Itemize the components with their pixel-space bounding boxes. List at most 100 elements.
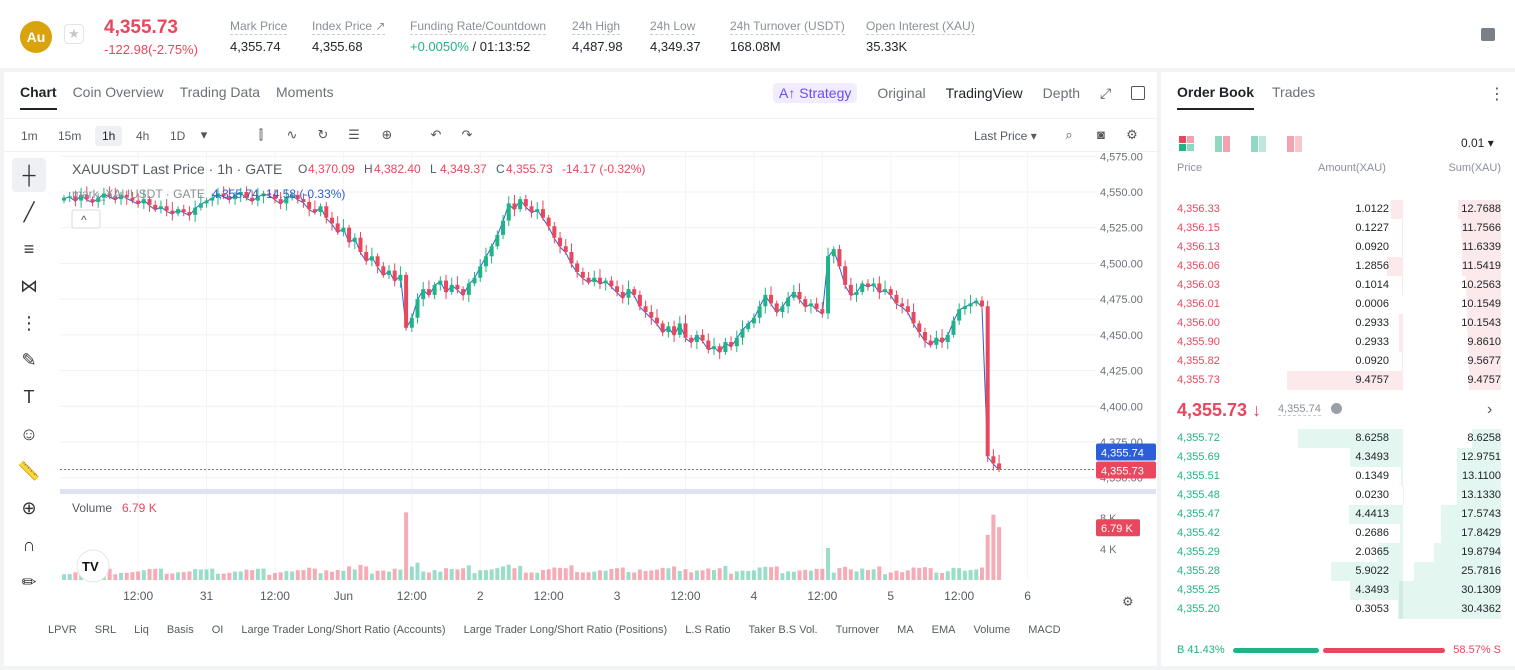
chevron-right-icon[interactable]: › <box>1487 401 1493 418</box>
bid-row[interactable]: 4,355.72 8.6258 8.6258 <box>1161 429 1515 448</box>
ask-row[interactable]: 4,356.03 0.1014 10.2563 <box>1161 276 1515 295</box>
more-icon[interactable]: ⋮ <box>1489 86 1505 103</box>
bids-only-icon[interactable] <box>1251 136 1267 152</box>
expand-icon[interactable]: ⤢ <box>1100 84 1112 101</box>
indicator-3[interactable]: Basis <box>166 624 194 636</box>
tab-trading-data[interactable]: Trading Data <box>179 84 261 100</box>
both-sides-icon[interactable] <box>1179 136 1195 152</box>
tf-1d[interactable]: 1D <box>170 129 186 143</box>
zoom-in-icon[interactable]: ⊕ <box>21 497 37 518</box>
ask-row[interactable]: 4,356.13 0.0920 11.6339 <box>1161 238 1515 257</box>
candle <box>694 334 699 342</box>
tab-trades[interactable]: Trades <box>1272 84 1316 100</box>
tab-coin-overview[interactable]: Coin Overview <box>72 84 164 100</box>
ask-row[interactable]: 4,355.90 0.2933 9.8610 <box>1161 333 1515 352</box>
stat-funding-rate[interactable]: Funding Rate/Countdown +0.0050% / 01:13:… <box>410 19 547 54</box>
indicator-11[interactable]: EMA <box>931 624 956 636</box>
indicator-10[interactable]: MA <box>897 624 914 636</box>
bid-row[interactable]: 4,355.48 0.0230 13.1330 <box>1161 486 1515 505</box>
collapse-legend-button[interactable] <box>71 209 101 229</box>
price-type-select[interactable]: Last Price ▾ <box>974 129 1037 143</box>
search-icon[interactable]: ⌕ <box>1065 127 1073 142</box>
indicator-4[interactable]: OI <box>211 624 224 636</box>
undo-icon[interactable]: ↶ <box>430 127 442 142</box>
ask-row[interactable]: 4,356.00 0.2933 10.1543 <box>1161 314 1515 333</box>
candle-type-icon[interactable]: ⫿ <box>258 127 264 142</box>
crosshair-icon[interactable]: ┼ <box>12 158 46 192</box>
bid-row[interactable]: 4,355.69 4.3493 12.9751 <box>1161 448 1515 467</box>
mixed-icon[interactable] <box>1215 136 1231 152</box>
view-depth[interactable]: Depth <box>1042 85 1081 101</box>
horizontal-lines-icon[interactable]: ≡ <box>23 238 35 259</box>
refresh-icon[interactable]: ↻ <box>317 127 329 142</box>
tf-4h[interactable]: 4h <box>136 129 150 143</box>
template-icon[interactable]: ☰ <box>348 127 360 142</box>
favorite-star-icon[interactable]: ★ <box>64 24 84 44</box>
precision-select[interactable]: 0.01 ▾ <box>1461 136 1494 150</box>
strategy-button[interactable]: A↑ Strategy <box>773 83 858 103</box>
bid-row[interactable]: 4,355.20 0.3053 30.4362 <box>1161 600 1515 619</box>
indicator-2[interactable]: Liq <box>134 624 149 636</box>
tf-1m[interactable]: 1m <box>21 129 38 143</box>
volume-bar <box>632 572 637 580</box>
tab-order-book[interactable]: Order Book <box>1177 84 1255 110</box>
indicator-5[interactable]: Large Trader Long/Short Ratio (Accounts) <box>241 624 446 636</box>
stat-open-interest[interactable]: Open Interest (XAU) 35.33K <box>866 19 975 54</box>
ruler-icon[interactable]: 📏 <box>17 460 41 481</box>
book-icon[interactable] <box>1481 28 1495 41</box>
stat-index-price[interactable]: Index Price ↗ 4,355.68 <box>312 19 386 54</box>
price-chart[interactable]: 4,575.00 4,550.00 4,525.00 4,500.00 4,475.00… <box>60 152 1156 620</box>
emoji-icon[interactable]: ☺ <box>19 423 39 444</box>
text-icon[interactable]: T <box>23 386 35 407</box>
ask-row[interactable]: 4,355.82 0.0920 9.5677 <box>1161 352 1515 371</box>
volume-bar <box>780 573 785 580</box>
bid-row[interactable]: 4,355.51 0.1349 13.1100 <box>1161 467 1515 486</box>
bid-row[interactable]: 4,355.29 2.0365 19.8794 <box>1161 543 1515 562</box>
chevron-up-icon[interactable]: ^ <box>81 213 87 227</box>
candle <box>803 299 808 307</box>
candle <box>871 283 876 287</box>
indicator-icon[interactable]: ∿ <box>286 127 298 142</box>
tf-1h[interactable]: 1h <box>95 126 123 146</box>
view-original[interactable]: Original <box>877 85 926 101</box>
pencil-icon[interactable]: ✏ <box>21 571 37 592</box>
ask-row[interactable]: 4,356.06 1.2856 11.5419 <box>1161 257 1515 276</box>
bid-row[interactable]: 4,355.25 4.3493 30.1309 <box>1161 581 1515 600</box>
settings-icon[interactable]: ⚙ <box>1122 594 1134 609</box>
camera-icon[interactable]: ◙ <box>1097 127 1105 142</box>
bid-row[interactable]: 4,355.47 4.4413 17.5743 <box>1161 505 1515 524</box>
view-tradingview[interactable]: TradingView <box>945 85 1023 101</box>
gear-icon[interactable]: ⚙ <box>1126 127 1138 142</box>
tab-chart[interactable]: Chart <box>20 84 57 110</box>
indicator-12[interactable]: Volume <box>973 624 1011 636</box>
bid-row[interactable]: 4,355.42 0.2686 17.8429 <box>1161 524 1515 543</box>
tf-15m[interactable]: 15m <box>58 129 82 143</box>
tab-moments[interactable]: Moments <box>276 84 334 100</box>
indicator-7[interactable]: L.S Ratio <box>685 624 731 636</box>
trendline-icon[interactable]: ╱ <box>23 201 35 222</box>
indicator-6[interactable]: Large Trader Long/Short Ratio (Positions… <box>463 624 668 636</box>
pane-separator[interactable] <box>60 489 1156 494</box>
ask-row[interactable]: 4,355.73 9.4757 9.4757 <box>1161 371 1515 390</box>
magnet-icon[interactable]: ∩ <box>22 534 36 555</box>
ask-row[interactable]: 4,356.01 0.0006 10.1549 <box>1161 295 1515 314</box>
indicator-0[interactable]: LPVR <box>48 624 77 636</box>
add-icon[interactable]: ⊕ <box>381 127 393 142</box>
pattern-icon[interactable]: ⋈ <box>20 275 38 296</box>
stat-mark-price[interactable]: Mark Price 4,355.74 <box>230 19 288 54</box>
candle <box>808 303 813 307</box>
redo-icon[interactable]: ↷ <box>461 127 473 142</box>
ask-row[interactable]: 4,356.33 1.0122 12.7688 <box>1161 200 1515 219</box>
ask-row[interactable]: 4,356.15 0.1227 11.7566 <box>1161 219 1515 238</box>
indicator-9[interactable]: Turnover <box>835 624 880 636</box>
asks-only-icon[interactable] <box>1287 136 1303 152</box>
brush-icon[interactable]: ✎ <box>21 349 37 370</box>
volume-bar <box>238 571 243 580</box>
bid-row[interactable]: 4,355.28 5.9022 25.7816 <box>1161 562 1515 581</box>
indicator-1[interactable]: SRL <box>94 624 117 636</box>
fib-icon[interactable]: ⋮ <box>20 312 38 333</box>
indicator-8[interactable]: Taker B.S Vol. <box>748 624 818 636</box>
chevron-down-icon[interactable]: ▾ <box>200 127 208 142</box>
indicator-13[interactable]: MACD <box>1028 624 1061 636</box>
window-icon[interactable] <box>1131 86 1146 100</box>
